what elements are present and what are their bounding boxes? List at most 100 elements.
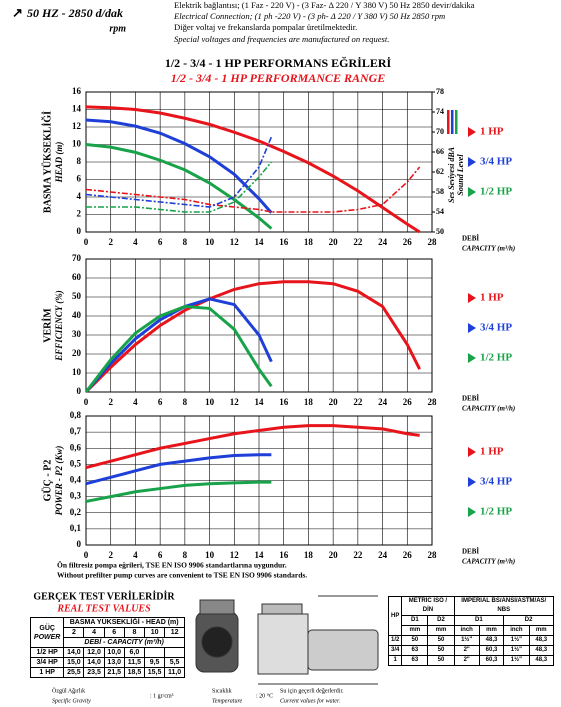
x-tick-label: 2 [108, 550, 113, 560]
y2-tick-label: 62 [436, 167, 444, 176]
legend-label: 1 HP [480, 446, 504, 458]
y2-axis-label: Sound Level [456, 154, 465, 196]
capacity-value [143, 647, 166, 658]
y-tick-label: 0,3 [70, 491, 82, 501]
y-tick-label: 50 [72, 291, 82, 301]
row-label: 1/2 [387, 635, 403, 646]
dimension-value: 1½" [503, 655, 530, 666]
speed: 50 HZ - 2850 d/dak [27, 6, 123, 20]
x-tick-label: 22 [353, 550, 363, 560]
y2-tick-label: 74 [436, 107, 444, 116]
capacity-value: 15,0 [63, 657, 85, 668]
capacity-value: 18,5 [123, 667, 146, 678]
capacity-value: 11,0 [164, 667, 185, 678]
dimension-value: 2" [453, 655, 480, 666]
y-tick-label: 0,8 [70, 410, 82, 420]
capacity-value [164, 647, 185, 658]
y-axis-label: EFFICIENCY (%) [54, 290, 64, 361]
unit: mm [427, 625, 455, 636]
capacity-value: 25,5 [63, 667, 85, 678]
y-tick-label: 10 [72, 367, 82, 377]
footer: : 20 °C [256, 692, 273, 699]
header-line: Electrical Connection; (1 ph -220 V) - (… [173, 11, 445, 21]
legend-label: 3/4 HP [480, 476, 512, 488]
x-tick-label: 4 [133, 550, 138, 560]
series-line [85, 453, 272, 486]
power: GÜÇ [39, 624, 55, 632]
capacity-value: 5,5 [164, 657, 185, 668]
footer: Specific Gravity [52, 697, 91, 704]
capacity-value: 15,5 [143, 667, 166, 678]
series-line [85, 118, 273, 214]
footer: Current values for water. [280, 697, 340, 704]
unit: inch [453, 625, 480, 636]
dimension-value: 48,3 [478, 635, 505, 646]
note: Without prefilter pump curves are conven… [57, 571, 307, 580]
y-tick-label: 0,1 [70, 523, 82, 533]
dimension-value: 50 [401, 635, 429, 646]
x-tick-label: 4 [133, 397, 138, 407]
x-tick-label: 24 [378, 550, 388, 560]
x-tick-label: 18 [304, 237, 314, 247]
unit: mm [478, 625, 505, 636]
row-label: 3/4 HP [29, 657, 65, 668]
y-tick-label: 0,4 [70, 475, 82, 485]
sound-legend-marker [455, 110, 458, 134]
head-value: 2 [63, 627, 85, 638]
pump-drawing [195, 595, 379, 685]
dimension-table: HP METRİC ISO / DİN IMPERIAL BS/ANSI/AST… [387, 596, 555, 666]
dimension-value: 48,3 [528, 655, 555, 666]
y-tick-label: 2 [77, 209, 82, 219]
y-tick-label: 0,7 [70, 426, 82, 436]
speed-unit: rpm [109, 23, 126, 34]
legend-marker [468, 127, 476, 137]
y-tick-label: 0,5 [70, 458, 82, 468]
table-row: 1/2 50 50 1½" 48,3 1½" 48,3 [387, 635, 555, 646]
col: D1 [453, 615, 505, 626]
y2-tick-label: 50 [436, 227, 444, 236]
y-tick-label: 30 [72, 329, 82, 339]
series-line [85, 480, 272, 503]
table-row: 3/4 HP 15,0 14,0 13,0 11,5 9,5 5,5 [29, 657, 185, 668]
x-tick-label: 28 [428, 550, 438, 560]
legend-marker [468, 507, 476, 517]
x-tick-label: 10 [205, 550, 215, 560]
subtitle: 1/2 - 3/4 - 1 HP PERFORMANCE RANGE [171, 71, 386, 85]
test-subtitle: REAL TEST VALUES [56, 603, 151, 614]
y-tick-label: 20 [72, 348, 82, 358]
x-tick-label: 6 [158, 397, 163, 407]
capacity-header: DEBİ - CAPACITY (m³/h) [63, 637, 185, 648]
x-tick-label: 0 [84, 397, 89, 407]
footer: Sıcaklık [212, 688, 232, 694]
capacity-value: 13,0 [103, 657, 125, 668]
legend-label: 1 HP [480, 292, 504, 304]
y2-tick-label: 78 [436, 87, 444, 96]
series-line [84, 280, 421, 394]
power-header: GÜÇ POWER [29, 617, 65, 648]
x-axis-label: DEBİ [462, 548, 479, 556]
head-value: 8 [123, 627, 146, 638]
x-axis-label: DEBİ [462, 395, 479, 403]
y-tick-label: 14 [72, 104, 82, 114]
dimension-value: 48,3 [528, 635, 555, 646]
x-tick-label: 14 [255, 550, 265, 560]
x-tick-label: 12 [230, 550, 240, 560]
head-value: 12 [164, 627, 185, 638]
legend-marker [468, 477, 476, 487]
table-row: 1 HP 25,5 23,5 21,5 18,5 15,5 11,0 [29, 667, 185, 678]
dimension-value: 1½" [503, 635, 530, 646]
x-tick-label: 6 [158, 550, 163, 560]
row-label: 3/4 [387, 645, 403, 656]
y2-axis-label: Ses Seviyesi dBA [447, 146, 456, 203]
legend-label: 3/4 HP [480, 322, 512, 334]
dimension-value: 48,3 [528, 645, 555, 656]
x-tick-label: 28 [428, 237, 438, 247]
footer: Su için geçerli değerlerdir. [280, 687, 344, 694]
col: D1 [401, 615, 429, 626]
capacity-value: 14,0 [63, 647, 85, 658]
head-value: 4 [83, 627, 105, 638]
y-axis-label: POWER - P2 (Kw) [54, 446, 64, 516]
head-value: 6 [103, 627, 125, 638]
